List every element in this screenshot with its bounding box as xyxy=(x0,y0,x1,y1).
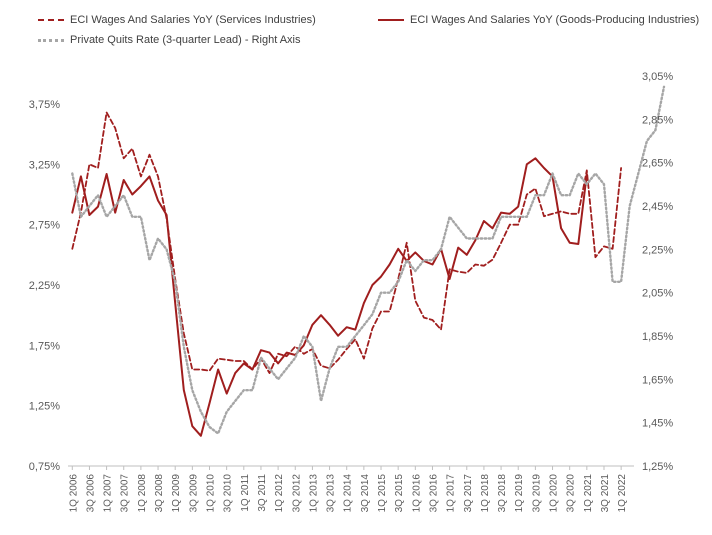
x-tick-label: 3Q 2021 xyxy=(600,474,611,513)
right-tick-label: 1,65% xyxy=(642,374,673,386)
x-tick-label: 1Q 2007 xyxy=(103,474,114,513)
legend-item-goods: ECI Wages And Salaries YoY (Goods-Produc… xyxy=(378,14,699,26)
legend-label-quits: Private Quits Rate (3-quarter Lead) - Ri… xyxy=(70,34,301,46)
right-tick-label: 1,25% xyxy=(642,461,673,473)
legend-swatch-goods xyxy=(378,19,404,21)
right-tick-label: 3,05% xyxy=(642,71,673,83)
right-tick-label: 2,45% xyxy=(642,201,673,213)
services-series-line xyxy=(71,111,622,375)
right-tick-label: 1,85% xyxy=(642,331,673,343)
x-tick-label: 3Q 2019 xyxy=(531,474,542,513)
x-tick-label: 1Q 2017 xyxy=(446,474,457,513)
x-tick-label: 3Q 2015 xyxy=(394,474,405,513)
legend-item-services: ECI Wages And Salaries YoY (Services Ind… xyxy=(38,14,316,26)
right-tick-label: 2,05% xyxy=(642,288,673,300)
x-tick-label: 1Q 2011 xyxy=(240,474,251,512)
legend-label-services: ECI Wages And Salaries YoY (Services Ind… xyxy=(70,14,316,26)
quits-series-line xyxy=(71,85,666,435)
x-tick-label: 3Q 2016 xyxy=(428,474,439,513)
x-tick-label: 1Q 2016 xyxy=(411,474,422,513)
x-axis-ticks: 1Q 2006 3Q 2006 1Q 2007 3Q 2007 1Q 2008 3Q 20… xyxy=(68,466,628,512)
right-tick-label: 2,65% xyxy=(642,158,673,170)
right-tick-label: 1,45% xyxy=(642,418,673,430)
left-axis-ticks: 0,75% 1,25% 1,75% 2,25% 2,75% 3,25% 3,75% xyxy=(29,99,60,473)
left-tick-label: 1,75% xyxy=(29,340,60,352)
legend-label-goods: ECI Wages And Salaries YoY (Goods-Produc… xyxy=(410,14,700,26)
right-tick-label: 2,25% xyxy=(642,244,673,256)
x-tick-label: 1Q 2009 xyxy=(171,474,182,513)
x-tick-label: 3Q 2020 xyxy=(566,474,577,513)
x-tick-label: 3Q 2006 xyxy=(85,474,96,513)
x-tick-label: 3Q 2013 xyxy=(326,474,337,513)
x-tick-label: 1Q 2019 xyxy=(514,474,525,513)
x-tick-label: 3Q 2012 xyxy=(291,474,302,513)
legend-swatch-quits xyxy=(38,38,64,42)
legend-item-quits: Private Quits Rate (3-quarter Lead) - Ri… xyxy=(38,34,300,46)
series-lines xyxy=(71,85,666,437)
left-tick-label: 2,25% xyxy=(29,280,60,292)
x-tick-label: 3Q 2018 xyxy=(497,474,508,513)
x-tick-label: 1Q 2014 xyxy=(343,474,354,513)
x-tick-label: 1Q 2006 xyxy=(68,474,79,513)
x-tick-label: 1Q 2020 xyxy=(549,474,560,513)
x-tick-label: 1Q 2022 xyxy=(617,474,628,513)
left-tick-label: 1,25% xyxy=(29,401,60,413)
x-tick-label: 3Q 2008 xyxy=(154,474,165,513)
x-tick-label: 3Q 2017 xyxy=(463,474,474,513)
x-tick-label: 1Q 2018 xyxy=(480,474,491,513)
x-tick-label: 1Q 2015 xyxy=(377,474,388,513)
x-tick-label: 1Q 2008 xyxy=(137,474,148,513)
legend-swatch-services xyxy=(38,19,64,21)
x-tick-label: 3Q 2009 xyxy=(188,474,199,513)
x-tick-label: 1Q 2012 xyxy=(274,474,285,513)
x-tick-label: 1Q 2013 xyxy=(308,474,319,513)
left-tick-label: 0,75% xyxy=(29,461,60,473)
x-tick-label: 3Q 2010 xyxy=(223,474,234,513)
goods-series-line xyxy=(71,157,588,437)
x-tick-label: 3Q 2014 xyxy=(360,474,371,513)
x-tick-label: 3Q 2007 xyxy=(120,474,131,513)
right-axis-ticks: 1,25% 1,45% 1,65% 1,85% 2,05% 2,25% 2,45% 2,65%… xyxy=(642,71,673,473)
left-tick-label: 3,25% xyxy=(29,159,60,171)
left-tick-label: 2,75% xyxy=(29,220,60,232)
x-tick-label: 1Q 2021 xyxy=(583,474,594,513)
right-tick-label: 2,85% xyxy=(642,114,673,126)
left-tick-label: 3,75% xyxy=(29,99,60,111)
x-tick-label: 3Q 2011 xyxy=(257,474,268,512)
x-tick-label: 1Q 2010 xyxy=(206,474,217,513)
